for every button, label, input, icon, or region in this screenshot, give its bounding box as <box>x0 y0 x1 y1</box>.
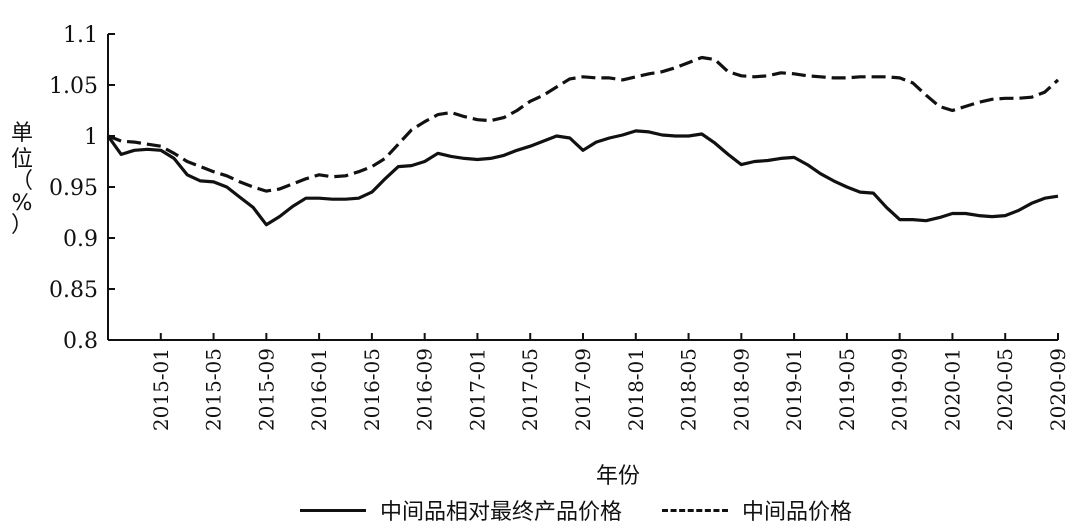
y-tick-label: 0.95 <box>49 176 98 201</box>
x-tick-label: 2016-09 <box>413 348 437 431</box>
legend-label-intermediate-price: 中间品价格 <box>742 500 853 525</box>
x-tick-label: 2015-01 <box>149 348 173 431</box>
x-tick-label: 2017-01 <box>465 348 489 431</box>
legend: 中间品相对最终产品价格 中间品价格 <box>300 494 852 526</box>
y-axis-label-char: 位 <box>11 147 33 172</box>
x-tick-label: 2015-05 <box>202 348 226 431</box>
y-tick-label: 0.85 <box>49 278 98 303</box>
y-axis-label-char: （ <box>11 169 33 194</box>
x-tick-label: 2020-05 <box>993 348 1017 431</box>
legend-label-relative-price: 中间品相对最终产品价格 <box>380 500 623 525</box>
y-tick-label: 1 <box>84 125 98 150</box>
x-tick-label: 2017-09 <box>571 348 595 431</box>
x-tick-label: 2018-01 <box>624 348 648 431</box>
x-tick-label: 2017-05 <box>518 348 542 431</box>
x-tick-label: 2018-05 <box>677 348 701 431</box>
x-tick-label: 2019-01 <box>782 348 806 431</box>
series-lines <box>106 55 1060 227</box>
x-axis-label: 年份 <box>596 464 641 489</box>
x-tick-label: 2020-09 <box>1046 348 1070 431</box>
x-tick-label: 2015-09 <box>254 348 278 431</box>
x-tick-label: 2016-05 <box>360 348 384 431</box>
y-axis-label: 单位（%） <box>11 121 33 238</box>
y-tick-label: 1.1 <box>63 23 98 48</box>
x-ticks: 2015-01 2015-05 2015-09 2016-01 2016-05 2016-… <box>149 333 1070 431</box>
x-tick-label: 2016-01 <box>307 348 331 431</box>
y-tick-label: 0.8 <box>63 329 98 354</box>
y-axis-label-char: 单 <box>11 121 33 146</box>
y-ticks: 0.8 0.85 0.9 0.95 1 1.05 1.1 <box>49 23 115 354</box>
y-axis-label-char: ） <box>11 213 33 238</box>
x-tick-label: 2020-01 <box>940 348 964 431</box>
legend-swatch-solid <box>300 508 366 512</box>
series-line-intermediate-price <box>107 55 1060 193</box>
x-tick-label: 2018-09 <box>729 348 753 431</box>
series-line-relative-price <box>106 129 1059 227</box>
x-tick-label: 2019-05 <box>835 348 859 431</box>
y-tick-label: 0.9 <box>63 227 98 252</box>
legend-swatch-dashed <box>662 508 729 512</box>
y-axis-label-char: % <box>12 191 33 216</box>
y-tick-label: 1.05 <box>49 74 98 99</box>
x-tick-label: 2019-09 <box>888 348 912 431</box>
